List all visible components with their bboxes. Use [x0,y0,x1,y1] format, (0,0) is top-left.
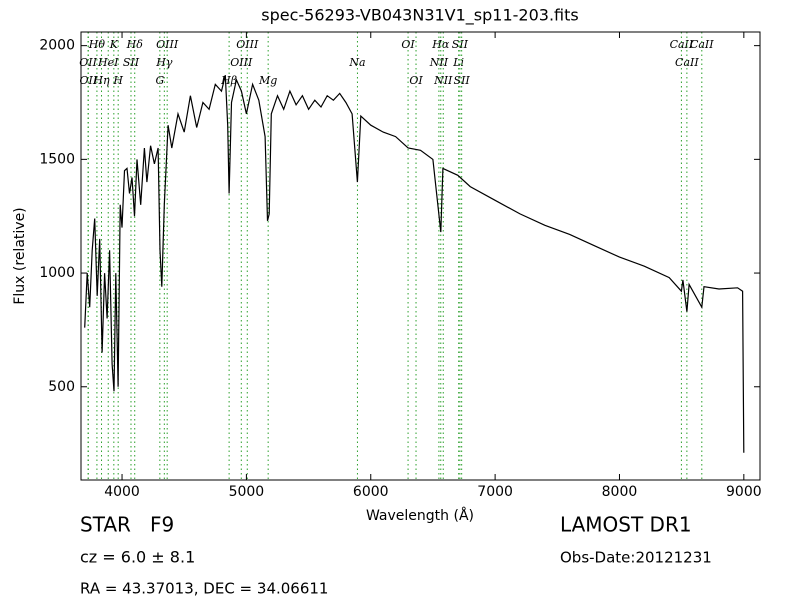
spectral-line-label: OI [409,74,423,87]
spectral-line-label: Mg [258,74,277,87]
spectral-line-label: OIII [236,38,259,51]
spectral-line-label: Na [348,56,365,69]
spectral-line-label: Hγ [155,56,173,69]
spectral-line-label: OIII [156,38,179,51]
obs-date: Obs-Date:20121231 [560,549,712,567]
y-axis-label: Flux (relative) [12,207,28,304]
spectral-line-label: OII [79,74,97,87]
y-tick-label: 2000 [39,38,75,54]
chart-title: spec-56293-VB043N31V1_sp11-203.fits [261,6,579,26]
y-tick-label: 1000 [39,265,75,281]
spectral-line-label: H [112,74,123,87]
object-class: STAR F9 [80,513,174,537]
x-tick-label: 4000 [104,484,140,500]
spectral-line-label: Hη [92,74,110,87]
spectral-line-label: Hα [431,38,450,51]
spectral-line-label: CaII [675,56,699,69]
spectral-line-label: Hθ [88,38,106,51]
x-tick-label: 6000 [353,484,389,500]
spectral-line-label: OI [401,38,415,51]
x-tick-label: 8000 [602,484,638,500]
spectral-line-label: CaII [690,38,714,51]
spectrum-line [84,75,745,453]
spectral-line-label: CaII [670,38,694,51]
y-tick-label: 500 [48,379,75,395]
spectral-line-label: Li [452,56,464,69]
spectral-line-label: HeI [97,56,119,69]
x-tick-label: 9000 [726,484,762,500]
spectral-line-label: K [109,38,119,51]
spectral-line-label: SII [454,74,471,87]
plot-frame [80,31,761,481]
spectral-line-label: OIII [230,56,253,69]
spectral-line-label: Hδ [126,38,144,51]
x-tick-label: 5000 [229,484,265,500]
spectral-line-label: SII [123,56,140,69]
spectral-line-label: NII [429,56,449,69]
survey: LAMOST DR1 [560,513,692,537]
x-axis-label: Wavelength (Å) [366,507,474,524]
spectral-line-label: NII [433,74,453,87]
coordinates: RA = 43.37013, DEC = 34.06611 [80,580,328,598]
redshift: cz = 6.0 ± 8.1 [80,548,195,567]
spectral-line-label: G [155,74,164,87]
spectral-line-label: OII [79,56,97,69]
spectral-line-label: SII [452,38,469,51]
x-tick-label: 7000 [477,484,513,500]
y-tick-label: 1500 [39,151,75,167]
